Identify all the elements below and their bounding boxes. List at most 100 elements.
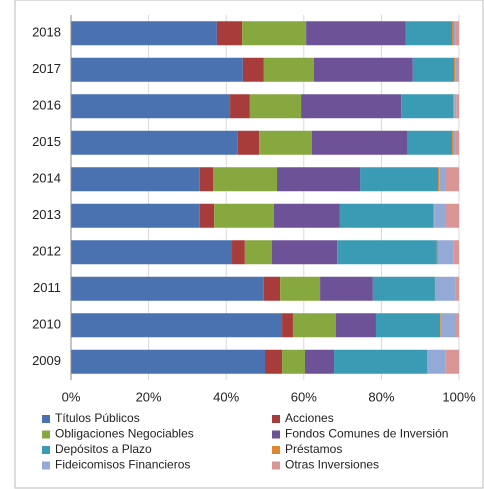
bar-segment [455,276,459,301]
bar-segment [455,313,459,338]
legend-label: Préstamos [285,442,342,456]
bar-segment [71,21,217,46]
bar-segment [259,130,312,155]
bar-segment [440,313,456,338]
legend-label: Acciones [285,411,334,425]
bar-segment [273,203,340,228]
bar-segment [242,57,264,82]
legend-swatch [42,446,50,454]
legend-swatch [272,446,280,454]
legend-label: Títulos Públicos [55,411,140,425]
bar-segment [438,240,454,265]
bar-segment [433,203,435,228]
bar-segment [280,276,321,301]
bar-segment [339,203,434,228]
y-tick-label: 2011 [33,280,61,295]
bar-segment [230,94,250,119]
bar-segment [445,349,459,374]
bar-segment [453,57,456,82]
bar-segment [412,57,454,82]
bar-segment [304,349,335,374]
bar-segment [311,130,408,155]
bar-segment [427,349,446,374]
legend-swatch [42,430,50,439]
bar-segment [71,203,200,228]
bar-segment [199,203,215,228]
legend-label: Otras Inversiones [285,458,379,472]
bar-segment [453,94,455,119]
x-tick-label: 20% [136,389,162,404]
legend-label: Obligaciones Negociables [55,427,194,441]
bar-segment [452,130,454,155]
bar-segment [263,57,314,82]
bar-segment [271,240,338,265]
x-tick-label: 80% [368,389,394,404]
bar-segment [263,276,281,301]
bar-segment [427,349,428,374]
legend-label: Fondos Comunes de Inversión [285,427,448,441]
legend-label: Fideicomisos Financieros [55,458,190,472]
bar-segment [434,203,446,228]
bar-segment [214,203,274,228]
bar-segment [242,21,307,46]
y-tick-label: 2016 [32,98,61,113]
legend-swatch [272,430,280,439]
bar-segment [452,21,454,46]
bar-segment [71,240,233,265]
bar-segment [455,130,459,155]
bar-segment [244,240,272,265]
bar-segment [292,313,337,338]
bar-segment [439,167,446,192]
bar-segment [456,94,459,119]
y-tick-label: 2018 [32,25,61,40]
bar-segment [282,349,305,374]
bar-segment [232,240,245,265]
bar-segment [71,94,231,119]
y-tick-label: 2015 [32,134,61,149]
bar-segment [372,276,435,301]
y-tick-label: 2017 [32,61,61,76]
bar-segment [71,57,243,82]
bar-segment [216,21,243,46]
bar-segment [213,167,278,192]
bar-segment [71,349,265,374]
y-tick-label: 2012 [32,244,61,259]
bar-segment [337,240,437,265]
bar-segment [71,167,200,192]
bar-segment [301,94,402,119]
bar-segment [282,313,293,338]
bar-segment [453,240,459,265]
x-tick-label: 60% [291,389,317,404]
bar-segment [439,313,441,338]
bar-segment [313,57,413,82]
bar-segment [457,57,459,82]
bar-segment [401,94,454,119]
bar-segment [306,21,406,46]
bar-segment [455,57,458,82]
bar-segment [436,240,439,265]
legend-label: Depósitos a Plazo [55,442,152,456]
bar-segment [336,313,376,338]
bar-segment [71,313,283,338]
x-tick-label: 40% [213,389,239,404]
y-tick-label: 2009 [32,353,61,368]
bar-segment [453,21,456,46]
bar-segment [265,349,283,374]
bar-segment [71,130,238,155]
bar-segment [445,203,459,228]
bar-segment [455,21,459,46]
bar-segment [435,276,456,301]
bar-segment [71,276,264,301]
bar-segment [434,276,436,301]
bar-segment [320,276,373,301]
bar-segment [375,313,440,338]
y-tick-label: 2014 [32,171,61,186]
bar-segment [237,130,260,155]
x-tick-label: 0% [62,389,81,404]
y-tick-label: 2010 [32,317,61,332]
bar-segment [454,94,457,119]
bar-segment [438,167,440,192]
x-tick-label: 100% [442,389,476,404]
legend-swatch [272,461,280,470]
